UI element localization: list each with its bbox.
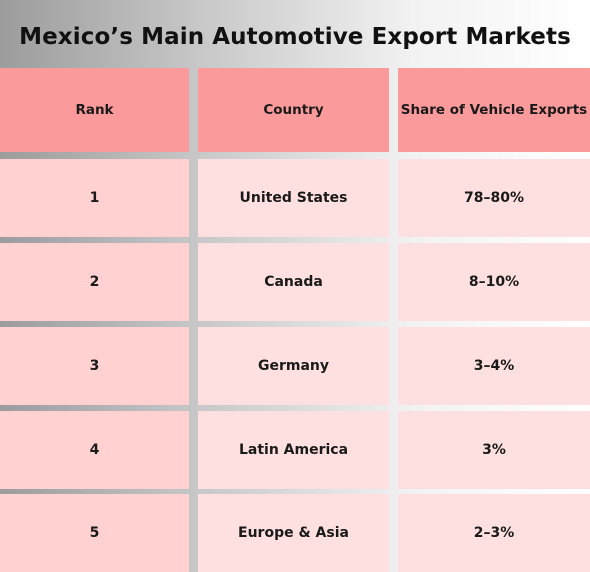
cell-rank: 1 xyxy=(0,159,189,237)
header-rank: Rank xyxy=(0,68,189,152)
cell-rank: 5 xyxy=(0,494,189,572)
cell-share: 8–10% xyxy=(398,243,590,321)
cell-country: Canada xyxy=(198,243,389,321)
cell-share: 2–3% xyxy=(398,494,590,572)
header-country: Country xyxy=(198,68,389,152)
cell-country: Germany xyxy=(198,327,389,405)
cell-share: 3–4% xyxy=(398,327,590,405)
cell-country: Europe & Asia xyxy=(198,494,389,572)
cell-country: Latin America xyxy=(198,411,389,489)
cell-rank: 2 xyxy=(0,243,189,321)
cell-share: 78–80% xyxy=(398,159,590,237)
cell-rank: 3 xyxy=(0,327,189,405)
cell-country: United States xyxy=(198,159,389,237)
cell-rank: 4 xyxy=(0,411,189,489)
table-title: Mexico’s Main Automotive Export Markets xyxy=(19,24,571,50)
cell-share: 3% xyxy=(398,411,590,489)
header-share: Share of Vehicle Exports xyxy=(398,68,590,152)
